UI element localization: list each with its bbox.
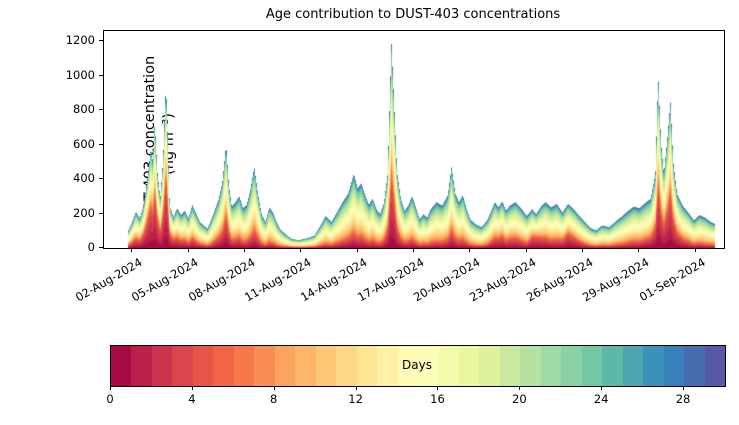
x-tick-mark bbox=[582, 248, 584, 252]
x-tick-mark bbox=[469, 248, 471, 252]
colorbar-segment bbox=[663, 346, 685, 386]
colorbar-segment bbox=[499, 346, 521, 386]
x-tick-mark bbox=[300, 248, 302, 252]
y-tick-mark bbox=[99, 40, 103, 42]
y-tick-label: 600 bbox=[73, 136, 95, 151]
x-tick-mark bbox=[413, 248, 414, 252]
x-tick-mark bbox=[356, 248, 358, 252]
colorbar-segment bbox=[295, 346, 316, 386]
colorbar-segment bbox=[602, 346, 623, 386]
x-tick-mark bbox=[187, 248, 189, 252]
colorbar-tick-mark bbox=[601, 386, 603, 390]
colorbar-segment bbox=[520, 346, 541, 386]
colorbar-segment bbox=[377, 346, 398, 386]
colorbar-segment bbox=[192, 346, 214, 386]
colorbar-segment bbox=[172, 346, 193, 386]
colorbar-tick-mark bbox=[273, 386, 275, 390]
colorbar-tick-mark bbox=[683, 386, 685, 390]
colorbar-tick-label: 12 bbox=[348, 392, 363, 406]
colorbar-segment bbox=[336, 346, 357, 386]
y-tick-mark bbox=[99, 178, 103, 180]
colorbar-tick-mark bbox=[519, 386, 521, 390]
colorbar-segment bbox=[581, 346, 603, 386]
colorbar-segment bbox=[111, 346, 132, 386]
colorbar bbox=[110, 345, 726, 387]
plot-area bbox=[103, 30, 725, 249]
y-tick-label: 800 bbox=[73, 102, 95, 117]
y-tick-mark bbox=[99, 109, 103, 111]
x-tick-mark bbox=[131, 248, 133, 252]
colorbar-segment bbox=[254, 346, 275, 386]
y-tick-mark bbox=[99, 74, 103, 76]
colorbar-tick-label: 16 bbox=[430, 392, 445, 406]
colorbar-tick-mark bbox=[355, 386, 357, 390]
y-tick-mark bbox=[99, 143, 103, 145]
colorbar-segment bbox=[684, 346, 705, 386]
colorbar-segment bbox=[151, 346, 173, 386]
age-stacked-area-canvas bbox=[104, 31, 724, 248]
colorbar-tick-mark bbox=[191, 386, 193, 390]
colorbar-tick-label: 8 bbox=[270, 392, 278, 406]
y-tick-label: 1000 bbox=[65, 67, 95, 82]
y-tick-mark bbox=[99, 212, 103, 214]
x-tick-mark bbox=[525, 248, 527, 252]
colorbar-segment bbox=[643, 346, 664, 386]
x-tick-mark bbox=[243, 248, 245, 252]
colorbar-tick-label: 24 bbox=[593, 392, 609, 406]
colorbar-segment bbox=[418, 346, 439, 386]
colorbar-segment bbox=[561, 346, 582, 386]
colorbar-segment bbox=[274, 346, 296, 386]
y-tick-mark bbox=[99, 247, 103, 248]
colorbar-segment bbox=[622, 346, 644, 386]
y-tick-label: 400 bbox=[73, 171, 95, 186]
colorbar-tick-mark bbox=[437, 386, 439, 390]
colorbar-segment bbox=[213, 346, 234, 386]
y-tick-label: 0 bbox=[87, 240, 95, 254]
colorbar-tick-label: 4 bbox=[188, 392, 196, 406]
colorbar-segment bbox=[704, 346, 726, 386]
colorbar-segment bbox=[540, 346, 562, 386]
chart-title: Age contribution to DUST-403 concentrati… bbox=[265, 7, 561, 22]
colorbar-segment bbox=[131, 346, 152, 386]
colorbar-segment bbox=[397, 346, 419, 386]
colorbar-segment bbox=[438, 346, 459, 386]
colorbar-segment bbox=[315, 346, 337, 386]
x-tick-mark bbox=[694, 248, 696, 252]
colorbar-segment bbox=[233, 346, 255, 386]
colorbar-segment bbox=[479, 346, 500, 386]
colorbar-tick-label: 28 bbox=[675, 392, 691, 406]
y-tick-label: 200 bbox=[73, 205, 95, 220]
colorbar-segment bbox=[458, 346, 480, 386]
colorbar-tick-mark bbox=[110, 386, 111, 390]
colorbar-tick-label: 20 bbox=[512, 392, 527, 406]
colorbar-tick-label: 0 bbox=[106, 392, 114, 406]
x-tick-mark bbox=[638, 248, 640, 252]
colorbar-segment bbox=[356, 346, 378, 386]
y-tick-label: 1200 bbox=[65, 33, 95, 48]
